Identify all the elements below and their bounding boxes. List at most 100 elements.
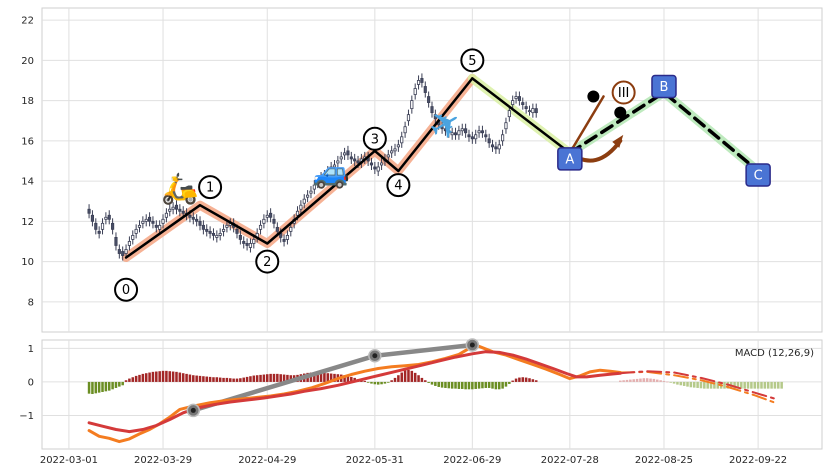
macd-hist-bar: [508, 381, 511, 384]
macd-hist-bar: [403, 370, 407, 382]
candle: [174, 204, 179, 210]
candle: [319, 176, 323, 180]
macd-hist-bar: [175, 371, 178, 382]
candle: [124, 249, 128, 254]
candle: [423, 86, 427, 93]
point-marker: [587, 90, 600, 103]
candle: [460, 128, 464, 132]
wave-label-circle: [611, 80, 636, 105]
wave-label-box: [745, 163, 771, 187]
macd-hist-bar: [417, 375, 420, 382]
candle: [524, 106, 528, 110]
macd-hist-forecast-bar: [629, 379, 632, 382]
candle: [134, 228, 138, 234]
x-tick-label: 2022-03-01: [40, 455, 98, 466]
macd-hist-forecast-bar: [666, 381, 669, 383]
macd-hist-forecast-bar: [689, 381, 693, 388]
x-tick-label: 2022-09-22: [729, 455, 787, 466]
x-tick-label: 2022-06-29: [443, 455, 501, 466]
macd-hist-forecast-bar: [750, 381, 753, 389]
macd-hist-bar: [131, 377, 135, 382]
x-tick-label: 2022-08-25: [635, 455, 693, 466]
wave-line: [568, 95, 605, 155]
macd-hist-forecast-bar: [645, 378, 649, 382]
candle: [440, 126, 444, 130]
candle: [306, 194, 310, 198]
macd-hist-bar: [514, 378, 518, 382]
macd-hist-forecast-bar: [679, 381, 683, 386]
candle: [390, 150, 394, 154]
macd-hist-forecast-bar: [723, 381, 726, 389]
macd-hist-forecast-bar: [777, 381, 780, 389]
candle: [474, 134, 478, 140]
macd-hist-bar: [373, 381, 377, 385]
wave-line: [471, 77, 572, 155]
candle: [151, 220, 155, 224]
macd-hist-forecast-bar: [659, 380, 662, 382]
macd-hist-bar: [155, 371, 158, 382]
macd-hist-bar: [185, 373, 188, 382]
macd-hist-bar: [249, 376, 252, 382]
price-y-tick-label: 8: [28, 297, 34, 308]
macd-hist-bar: [144, 373, 148, 382]
macd-hist-bar: [437, 381, 440, 387]
candle: [427, 96, 431, 103]
candle: [356, 160, 360, 164]
macd-hist-forecast-bar: [632, 379, 635, 382]
macd-hist-bar: [282, 374, 286, 382]
macd-hist-bar: [397, 375, 400, 382]
macd-hist-bar: [138, 374, 141, 382]
wave-label-text: 5: [468, 54, 476, 69]
macd-hist-bar: [245, 376, 249, 382]
macd-hist-forecast-bar: [676, 381, 679, 385]
candle: [531, 108, 535, 114]
macd-hist-bar: [521, 377, 525, 382]
macd-hist-bar: [192, 375, 195, 382]
candle: [225, 224, 229, 228]
candle: [467, 134, 471, 138]
macd-hist-bar: [380, 381, 383, 385]
candle: [480, 130, 485, 134]
divergence-marker-center: [469, 342, 475, 348]
macd-hist-bar: [534, 380, 538, 382]
macd-hist-forecast-bar: [662, 380, 666, 382]
candle: [205, 228, 209, 232]
x-tick-label: 2022-05-31: [346, 455, 404, 466]
wave-label-text: 2: [263, 255, 271, 270]
candle: [501, 134, 505, 142]
macd-hist-bar: [205, 376, 209, 382]
macd-hist-forecast-bar: [696, 381, 699, 388]
macd-hist-bar: [494, 381, 498, 390]
macd-hist-forecast-bar: [669, 381, 672, 383]
price-y-tick-label: 18: [21, 96, 34, 107]
candle: [369, 162, 374, 166]
macd-hist-bar: [366, 381, 370, 383]
wave-line: [568, 90, 760, 173]
macd-hist-bar: [229, 378, 232, 382]
macd-hist-bar: [460, 381, 464, 389]
macd-hist-bar: [524, 377, 528, 382]
candle: [148, 216, 152, 222]
macd-hist-bar: [471, 381, 474, 390]
candle: [137, 224, 142, 228]
candle: [400, 136, 404, 144]
macd-hist-forecast-bar: [780, 381, 783, 389]
candle: [131, 235, 135, 240]
candle: [242, 241, 246, 244]
macd-hist-forecast-bar: [716, 381, 720, 389]
macd-hist-bar: [420, 377, 424, 382]
macd-hist-bar: [393, 377, 397, 382]
candle: [107, 214, 111, 220]
candle: [504, 122, 508, 130]
divergence-marker-center: [372, 353, 378, 359]
candle: [309, 190, 313, 194]
candle: [252, 239, 256, 244]
candle: [171, 206, 175, 210]
macd-hist-bar: [242, 377, 245, 382]
candle: [386, 154, 390, 158]
car-icon: 🚙: [312, 156, 349, 191]
candle: [517, 96, 521, 101]
candle: [154, 224, 158, 228]
macd-hist-bar: [168, 371, 172, 382]
